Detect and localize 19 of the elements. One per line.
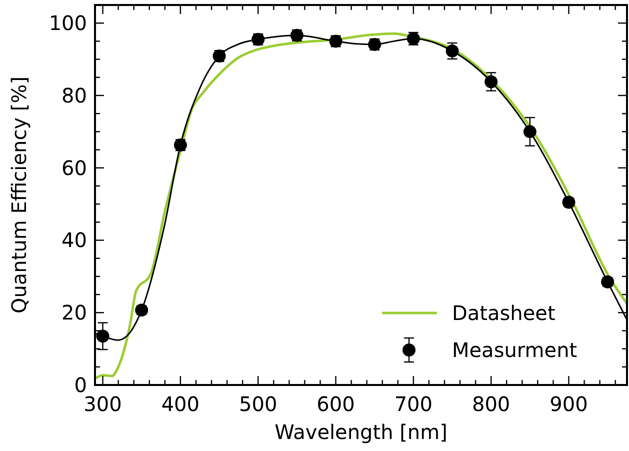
- x-tick-label: 700: [394, 392, 433, 416]
- y-tick-label: 80: [62, 83, 87, 108]
- point: [523, 125, 536, 138]
- y-tick-label: 100: [48, 11, 87, 36]
- y-tick-label: 60: [62, 156, 87, 180]
- x-axis-title: Wavelength [nm]: [274, 420, 448, 444]
- point: [484, 75, 498, 88]
- legend-label: Datasheet: [452, 301, 556, 325]
- legend-label: Measurment: [452, 338, 578, 362]
- x-tick-label: 600: [316, 392, 355, 416]
- point: [96, 330, 110, 343]
- x-tick-label: 800: [472, 392, 510, 416]
- x-tick-label: 500: [239, 392, 278, 416]
- x-tick-label: 900: [550, 392, 588, 416]
- y-tick-label: 20: [62, 300, 87, 325]
- y-axis-title: Quantum Efficiency [%]: [7, 76, 31, 314]
- x-tick-label: 400: [161, 392, 200, 416]
- point: [446, 44, 459, 58]
- y-tick-label: 40: [62, 228, 87, 252]
